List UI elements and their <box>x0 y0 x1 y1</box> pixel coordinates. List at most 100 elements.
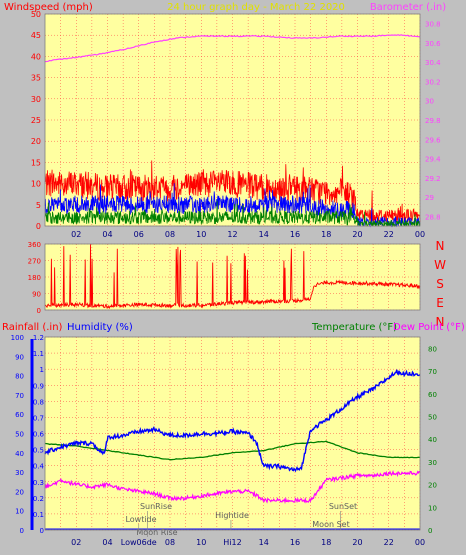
astronomy-annotations: SunRise Lowtide Moon Rise Hightide SunSet Moo… <box>125 502 357 537</box>
humidity-tick-label: 100 <box>11 334 24 342</box>
windspeed-tick-label: 15 <box>31 158 41 167</box>
hour-tick-label: 22 <box>384 230 394 239</box>
hour-tick-label: 08 <box>165 538 175 547</box>
chart-title: 24 hour graph day - March 22 2020 <box>167 2 345 13</box>
barometer-tick-label: 29.4 <box>425 156 441 164</box>
compass-letter: N <box>436 239 445 253</box>
hour-tick-label: 14 <box>259 538 269 547</box>
hour-tick-label: 02 <box>71 538 81 547</box>
plot-frame <box>44 336 421 531</box>
direction-degree-label: 360 <box>28 241 41 249</box>
rainfall-tick-label: 1.2 <box>33 334 44 342</box>
barometer-tick-label: 30.4 <box>425 59 441 67</box>
wind-direction-series <box>44 244 421 310</box>
humidity-hour-ticks: 02 04 Low06de 08 10 Hi12 14 16 18 20 22 00 <box>71 538 425 547</box>
humidity-tick-label: 30 <box>15 469 24 477</box>
hour-tick-label: 00 <box>415 230 425 239</box>
annotation-label: Moon Rise <box>136 528 177 537</box>
temperature-tick-label: 40 <box>428 436 437 444</box>
hour-tick-label: 18 <box>321 230 331 239</box>
windspeed-axis-label: Windspeed (mph) <box>4 2 93 13</box>
dewpoint-axis-label: Dew Point (°F) <box>393 322 465 333</box>
humidity-tick-label: 50 <box>15 431 24 439</box>
temperature-tick-label: 0 <box>428 527 432 535</box>
temperature-tick-label: 60 <box>428 391 437 399</box>
hour-tick-label: 22 <box>384 538 394 547</box>
rainfall-tick-label: 0.7 <box>33 414 44 422</box>
annotation-label: Moon Set <box>312 520 349 529</box>
rainfall-tick-label: 0.1 <box>33 511 44 519</box>
direction-degree-label: 270 <box>28 258 41 266</box>
hour-tick-label: Low06de <box>121 538 157 547</box>
temperature-axis-label: Temperature (°F) <box>311 322 397 333</box>
barometer-ticks: 28.8 29 29.2 29.4 29.6 29.8 30 30.2 30.4 30.6 30.8 <box>425 21 441 222</box>
rainfall-tick-label: 0 <box>40 527 44 535</box>
rainfall-tick-label: 0.2 <box>33 495 44 503</box>
wind-hour-ticks: 02 04 06 08 10 12 14 16 18 20 22 00 <box>71 230 425 239</box>
barometer-tick-label: 30.2 <box>425 78 441 86</box>
annotation-label: Hightide <box>215 511 249 520</box>
windspeed-tick-label: 20 <box>31 137 41 146</box>
wind-series <box>44 34 421 228</box>
temperature-ticks: 0 10 20 30 40 50 60 70 80 <box>428 345 437 535</box>
direction-degree-label: 180 <box>28 274 41 282</box>
rainfall-tick-label: 1 <box>40 366 44 374</box>
temperature-tick-label: 30 <box>428 459 437 467</box>
compass-letter: E <box>436 296 444 310</box>
hour-tick-label: 04 <box>102 538 112 547</box>
humidity-tick-label: 40 <box>15 450 24 458</box>
compass-letter: N <box>436 315 445 329</box>
humidity-tick-label: 60 <box>15 411 24 419</box>
barometer-tick-label: 29.6 <box>425 136 441 144</box>
hour-tick-label: 20 <box>352 538 362 547</box>
windspeed-tick-label: 45 <box>31 31 41 40</box>
rainfall-tick-label: 0.9 <box>33 382 44 390</box>
wind-low-series <box>44 200 421 228</box>
hour-tick-label: 08 <box>165 230 175 239</box>
annotation-label: SunSet <box>329 502 357 511</box>
hour-tick-label: 16 <box>290 538 300 547</box>
hour-tick-label: Hi12 <box>223 538 241 547</box>
windspeed-tick-label: 5 <box>36 201 41 210</box>
rainfall-tick-label: 0.3 <box>33 479 44 487</box>
hour-tick-label: 06 <box>134 230 144 239</box>
humidity-series <box>44 369 421 473</box>
rainfall-axis-label: Rainfall (.in) <box>2 322 63 333</box>
direction-degree-label: 0 <box>37 307 41 315</box>
temperature-tick-label: 50 <box>428 413 437 421</box>
annotation-label: SunRise <box>140 502 172 511</box>
barometer-tick-label: 30 <box>425 98 434 106</box>
temperature-tick-label: 20 <box>428 482 437 490</box>
humidity-tick-label: 0 <box>20 527 24 535</box>
barometer-tick-label: 30.8 <box>425 21 441 29</box>
humidity-series <box>44 369 421 530</box>
annotation-label: Lowtide <box>125 515 156 524</box>
windspeed-tick-label: 10 <box>31 180 41 189</box>
barometer-tick-label: 29.2 <box>425 175 441 183</box>
direction-degree-label: 90 <box>32 291 41 299</box>
rainfall-tick-label: 0.6 <box>33 431 45 439</box>
direction-degree-ticks: 0 90 180 270 360 <box>28 241 41 315</box>
windspeed-ticks: 0 5 10 15 20 25 30 35 40 45 50 <box>31 10 41 231</box>
windspeed-tick-label: 30 <box>31 95 41 104</box>
rainfall-tick-label: 0.4 <box>33 463 45 471</box>
temperature-tick-label: 80 <box>428 345 437 353</box>
direction-series <box>44 244 421 310</box>
humidity-tick-label: 10 <box>15 508 24 516</box>
barometer-series <box>44 34 421 63</box>
barometer-tick-label: 29 <box>425 194 434 202</box>
temperature-tick-label: 70 <box>428 368 437 376</box>
windspeed-tick-label: 25 <box>31 116 41 125</box>
humidity-axis-label: Humidity (%) <box>67 322 133 333</box>
windspeed-tick-label: 35 <box>31 74 41 83</box>
hour-tick-label: 02 <box>71 230 81 239</box>
windspeed-tick-label: 0 <box>36 222 41 231</box>
rainfall-tick-label: 1.1 <box>33 350 44 358</box>
rainfall-tick-label: 0.5 <box>33 447 44 455</box>
humidity-ticks: 0 10 20 30 40 50 60 70 80 90 100 <box>11 334 24 535</box>
hour-tick-label: 00 <box>415 538 425 547</box>
